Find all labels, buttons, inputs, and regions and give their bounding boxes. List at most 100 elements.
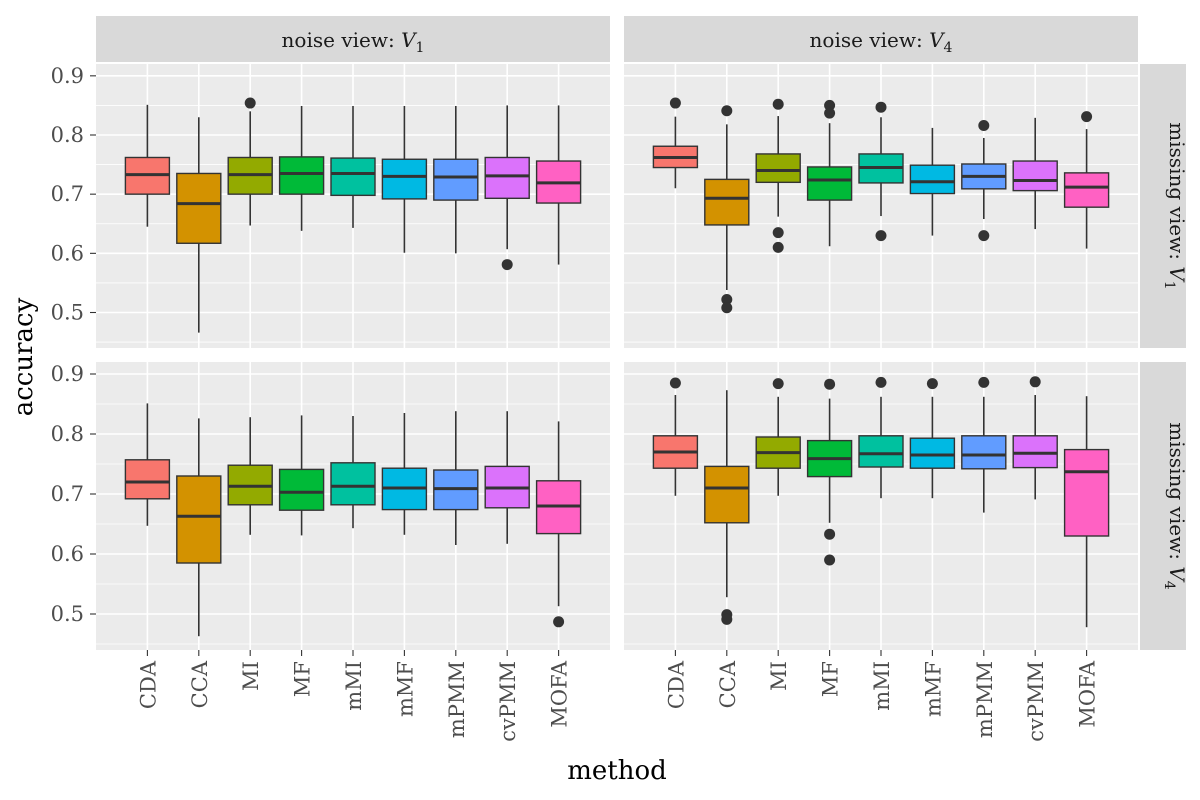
x-tick-label: cvPMM [1024, 661, 1048, 742]
box-cca [176, 475, 222, 564]
outlier-point-mmi [875, 376, 887, 388]
strip-variable: V [1165, 266, 1189, 283]
x-tick-label: CCA [716, 660, 740, 708]
strip-subscript: 1 [416, 40, 425, 56]
x-tick-label: MOFA [548, 660, 572, 727]
box-cca [176, 172, 222, 244]
x-tick-label: CCA [188, 660, 212, 708]
box-cvpmm [1012, 160, 1058, 192]
x-tick-label: cvPMM [496, 661, 520, 742]
x-tick-label: mMI [870, 661, 894, 711]
x-tick-label: mMI [342, 661, 366, 711]
box-cda [124, 459, 171, 500]
box-cca [704, 178, 750, 226]
y-tick-label: 0.5 [51, 301, 84, 325]
x-axis-title: method [567, 756, 667, 786]
outlier-point-cca [721, 293, 733, 305]
strip-variable: V [401, 28, 418, 52]
outlier-point-mi [772, 378, 784, 390]
row-strip-2 [1140, 362, 1186, 650]
y-tick-label: 0.9 [51, 64, 84, 88]
box-mpmm [961, 435, 1007, 470]
outlier-point-mmi [875, 230, 887, 242]
y-tick-label: 0.6 [51, 241, 84, 265]
outlier-point-mmi [875, 101, 887, 113]
box-mofa [1063, 172, 1110, 208]
outlier-point-mf [824, 378, 836, 390]
outlier-point-mpmm [978, 230, 990, 242]
x-tick-label: MI [767, 661, 791, 691]
box-mf [278, 156, 325, 195]
x-tick-label: MOFA [1076, 660, 1100, 727]
strip-subscript: 4 [1161, 581, 1177, 590]
outlier-point-cca [721, 302, 733, 314]
outlier-point-mf [824, 107, 836, 119]
strip-subscript: 4 [944, 40, 953, 56]
x-tick-label: mMF [393, 661, 417, 717]
row-strip-label-2: missing view: V4 [1161, 422, 1189, 590]
box-mf [278, 468, 325, 511]
box-mmi [858, 435, 904, 468]
strip-prefix: missing view: [1165, 122, 1189, 266]
outlier-point-mf [824, 554, 836, 566]
y-axis-title: accuracy [9, 297, 39, 416]
x-tick-label: CDA [136, 660, 160, 709]
column-strip-label-2: noise view: V4 [810, 28, 953, 56]
y-tick-label: 0.8 [51, 123, 84, 147]
strip-variable: V [1165, 566, 1189, 583]
column-strip-2 [624, 16, 1138, 62]
column-strip-label-1: noise view: V1 [282, 28, 425, 56]
strip-subscript: 1 [1161, 281, 1177, 290]
box-cca [704, 465, 750, 524]
x-tick-label: MF [291, 661, 315, 697]
outlier-point-cca [721, 613, 733, 625]
x-tick-label: MI [239, 661, 263, 691]
y-tick-label: 0.9 [51, 362, 84, 386]
x-tick-label: mMF [921, 661, 945, 717]
y-tick-label: 0.7 [51, 182, 84, 206]
outlier-point-mi [244, 97, 256, 109]
outlier-point-mi [772, 241, 784, 253]
strip-prefix: noise view: [810, 28, 930, 52]
strip-prefix: noise view: [282, 28, 402, 52]
y-tick-label: 0.8 [51, 422, 84, 446]
outlier-point-mpmm [978, 120, 990, 132]
y-tick-label: 0.6 [51, 542, 84, 566]
outlier-point-mofa [553, 616, 565, 628]
box-cvpmm [1012, 435, 1058, 469]
outlier-point-mf [824, 99, 836, 111]
outlier-point-cvpmm [501, 259, 513, 271]
outlier-point-cda [669, 97, 681, 109]
x-tick-label: CDA [664, 660, 688, 709]
box-mofa [1063, 448, 1110, 537]
box-mmi [330, 157, 376, 197]
box-mf [806, 166, 853, 201]
box-cvpmm [484, 156, 530, 200]
strip-variable: V [929, 28, 946, 52]
box-mmf [909, 164, 956, 195]
x-tick-label: MF [819, 661, 843, 697]
strip-prefix: missing view: [1165, 422, 1189, 566]
box-mi [755, 153, 801, 184]
column-strip-1 [96, 16, 610, 62]
outlier-point-mi [772, 227, 784, 239]
row-strip-1 [1140, 64, 1186, 348]
outlier-point-cda [669, 377, 681, 389]
outlier-point-mi [772, 98, 784, 110]
box-mmf [381, 158, 428, 200]
box-mmf [909, 437, 956, 469]
outlier-point-cvpmm [1029, 376, 1041, 388]
outlier-point-mmf [926, 378, 938, 390]
x-tick-label: mPMM [445, 661, 469, 738]
row-strip-label-1: missing view: V1 [1161, 122, 1189, 289]
x-tick-label: mPMM [973, 661, 997, 738]
outlier-point-mf [824, 528, 836, 540]
outlier-point-mofa [1081, 111, 1093, 123]
box-mmi [330, 462, 376, 506]
outlier-point-mpmm [978, 376, 990, 388]
box-mpmm [433, 158, 479, 201]
y-tick-label: 0.7 [51, 482, 84, 506]
outlier-point-cca [721, 105, 733, 117]
y-tick-label: 0.5 [51, 602, 84, 626]
